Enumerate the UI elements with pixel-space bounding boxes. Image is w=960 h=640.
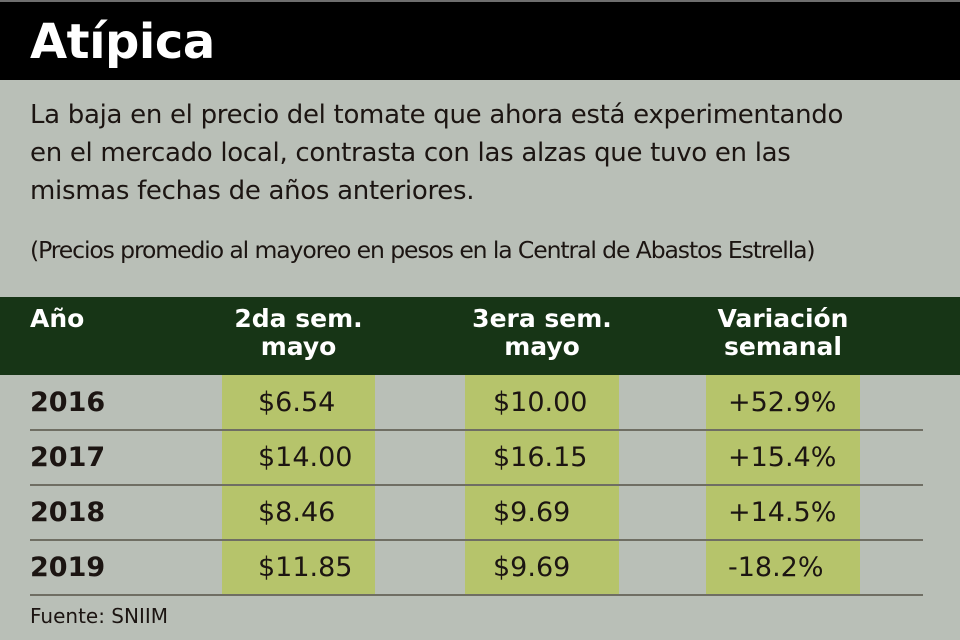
week3-cell: $16.15 bbox=[493, 442, 588, 473]
variation-cell: +52.9% bbox=[728, 387, 837, 418]
variation-cell: +14.5% bbox=[728, 497, 837, 528]
year-cell: 2016 bbox=[30, 387, 106, 418]
column-header-week3: 3era sem. mayo bbox=[472, 304, 612, 361]
week2-cell: $6.54 bbox=[258, 387, 336, 418]
week2-cell: $11.85 bbox=[258, 552, 353, 583]
week3-cell: $9.69 bbox=[493, 497, 571, 528]
week3-cell: $10.00 bbox=[493, 387, 588, 418]
top-border bbox=[0, 0, 960, 2]
row-divider bbox=[30, 594, 923, 596]
row-divider bbox=[30, 484, 923, 486]
description-line: mismas fechas de años anteriores. bbox=[30, 176, 475, 206]
table-header: Año 2da sem. mayo 3era sem. mayo Variaci… bbox=[0, 297, 960, 375]
week2-cell: $14.00 bbox=[258, 442, 353, 473]
source-credit: Fuente: SNIIM bbox=[30, 604, 169, 628]
description-line: La baja en el precio del tomate que ahor… bbox=[30, 100, 844, 130]
table-row: 2016 $6.54 $10.00 +52.9% bbox=[0, 376, 960, 431]
column-header-variation: Variación semanal bbox=[717, 304, 849, 361]
year-cell: 2019 bbox=[30, 552, 106, 583]
table-row: 2018 $8.46 $9.69 +14.5% bbox=[0, 486, 960, 541]
title-bar: Atípica bbox=[0, 2, 960, 80]
week3-cell: $9.69 bbox=[493, 552, 571, 583]
page-title: Atípica bbox=[30, 14, 215, 70]
year-cell: 2017 bbox=[30, 442, 106, 473]
table-row: 2017 $14.00 $16.15 +15.4% bbox=[0, 431, 960, 486]
week2-cell: $8.46 bbox=[258, 497, 336, 528]
table-row: 2019 $11.85 $9.69 -18.2% bbox=[0, 541, 960, 596]
description: La baja en el precio del tomate que ahor… bbox=[30, 96, 950, 210]
column-header-week2: 2da sem. mayo bbox=[234, 304, 363, 361]
description-line: en el mercado local, contrasta con las a… bbox=[30, 138, 791, 168]
row-divider bbox=[30, 539, 923, 541]
variation-cell: +15.4% bbox=[728, 442, 837, 473]
price-note: (Precios promedio al mayoreo en pesos en… bbox=[30, 236, 816, 264]
row-divider bbox=[30, 429, 923, 431]
column-header-year: Año bbox=[30, 304, 85, 333]
variation-cell: -18.2% bbox=[728, 552, 824, 583]
year-cell: 2018 bbox=[30, 497, 106, 528]
